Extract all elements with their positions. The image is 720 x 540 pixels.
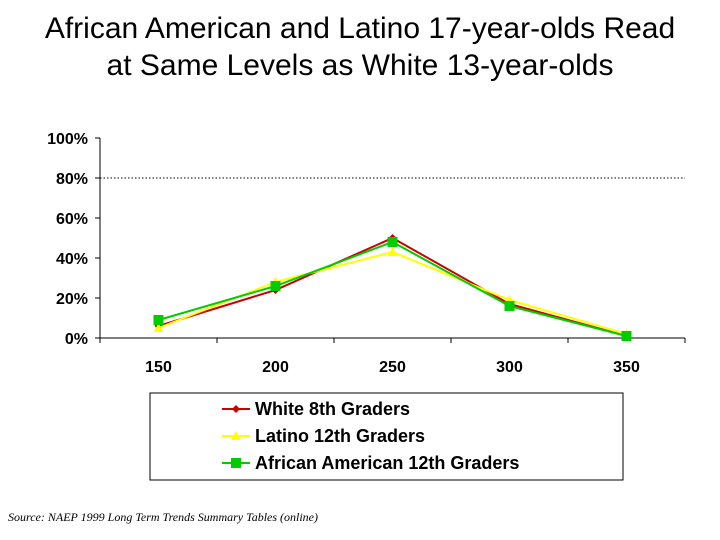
x-tick-label: 200 — [262, 359, 289, 376]
data-point — [270, 281, 281, 291]
legend-label: White 8th Graders — [255, 399, 410, 419]
series-3 — [153, 237, 632, 341]
legend-item: Latino 12th Graders — [222, 426, 425, 446]
legend-item: White 8th Graders — [222, 399, 410, 419]
legend-label: Latino 12th Graders — [255, 426, 425, 446]
source-note: Source: NAEP 1999 Long Term Trends Summa… — [8, 510, 319, 524]
chart-axes: 0% 20% 40% 60% 80% 100% 150 200 250 300 350 — [47, 131, 686, 376]
series-group — [153, 234, 632, 341]
y-tick-label: 20% — [56, 291, 88, 308]
y-tick-label: 80% — [56, 171, 88, 188]
chart-title-line-2: at Same Levels as White 13-year-olds — [106, 49, 614, 82]
data-point — [153, 323, 164, 332]
legend-item: African American 12th Graders — [222, 453, 519, 473]
legend-label: African American 12th Graders — [255, 453, 519, 473]
chart-title-line-1: African American and Latino 17-year-olds… — [44, 12, 676, 45]
data-point — [387, 247, 398, 256]
x-tick-label: 150 — [145, 359, 172, 376]
x-tick-label: 250 — [379, 359, 406, 376]
x-tick-label: 350 — [613, 359, 640, 376]
data-point — [504, 301, 515, 311]
legend-marker — [231, 431, 241, 440]
legend-marker — [232, 405, 240, 413]
data-point — [621, 331, 632, 341]
y-tick-label: 60% — [56, 211, 88, 228]
series-line — [158, 250, 627, 335]
y-tick-label: 100% — [47, 131, 88, 148]
data-point — [387, 237, 398, 247]
data-point — [153, 315, 164, 325]
series-line — [158, 240, 627, 337]
y-tick-label: 0% — [65, 331, 88, 348]
legend: White 8th Graders Latino 12th Graders Afri… — [149, 392, 624, 481]
x-tick-label: 300 — [496, 359, 523, 376]
series-2 — [153, 247, 632, 338]
legend-marker — [231, 458, 241, 468]
y-tick-label: 40% — [56, 251, 88, 268]
chart-title: African American and Latino 17-year-olds… — [0, 10, 720, 84]
